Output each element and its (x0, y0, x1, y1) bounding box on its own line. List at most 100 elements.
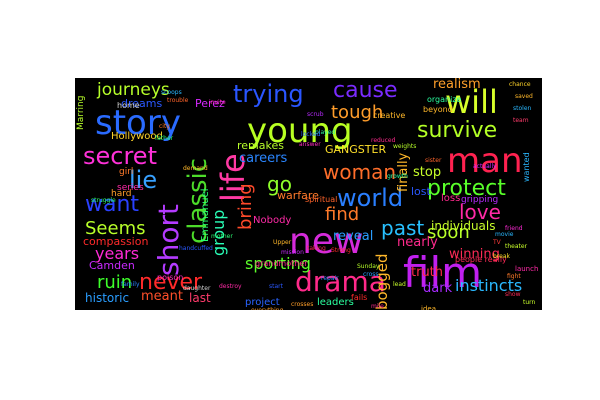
word-strong: struggle (91, 197, 116, 204)
word-nobody: Nobody (253, 215, 292, 226)
word-nearly: nearly (397, 235, 438, 250)
word-chance: start (269, 283, 283, 290)
word-organize: organize (427, 95, 462, 104)
word-spiritual: spiritual (305, 195, 338, 204)
word-tv: grandmother (255, 259, 308, 268)
word-hollywood: Hollywood (111, 131, 163, 142)
word-story: story (95, 103, 181, 143)
word-reveal: reveal (333, 229, 374, 244)
word-mother: show (505, 291, 521, 298)
word-locked: reduced (371, 137, 396, 144)
word-start: mile (371, 303, 384, 310)
word-years: years (95, 244, 140, 263)
word-instincts: instincts (455, 276, 523, 295)
word-meant: meant (141, 289, 183, 304)
word-scrub: sister (425, 157, 442, 164)
word-handcuffed: everything (251, 308, 283, 311)
word-growth: crosses (291, 301, 314, 308)
word-lost: lost (411, 185, 431, 198)
word-hard: hard (111, 189, 132, 199)
word-sunday: Strong (331, 247, 351, 254)
word-crosses: fight (507, 273, 521, 280)
word-mission: locked (301, 131, 321, 138)
word-hope: lead (393, 281, 406, 288)
word-soon: soon (427, 222, 470, 243)
word-sporting: sporting (245, 254, 311, 273)
word-answer: demand (183, 165, 208, 172)
word-want: want (85, 192, 140, 217)
word-stolen: saved (515, 93, 533, 100)
word-truth: truth (411, 265, 444, 280)
word-find: find (325, 204, 360, 225)
word-secret: secret (83, 142, 157, 170)
word-camden: Camden (89, 259, 135, 272)
word-turn: team (513, 117, 529, 124)
word-scoops: weights (393, 143, 417, 150)
word-historic: historic (85, 291, 130, 305)
word-world: world (337, 184, 404, 212)
word-man: man (447, 141, 523, 181)
word-marring: Marring (76, 95, 86, 130)
word-dark: dark (423, 281, 453, 296)
word-team: stolen (513, 105, 532, 112)
word-loss: loss (441, 193, 461, 204)
word-project: project (245, 297, 280, 308)
word-launch: launch (515, 265, 539, 273)
word-invite: played (315, 129, 336, 136)
word-break: mission (281, 249, 304, 256)
word-dreams: dreams (121, 97, 163, 110)
word-cause: cause (333, 78, 398, 103)
word-seems: Seems (85, 218, 146, 239)
word-perez: Perez (195, 97, 225, 110)
word-everything: daughter (183, 285, 211, 292)
word-city: father (155, 135, 174, 142)
word-fight: repair (321, 275, 339, 282)
word-theater: movie (495, 231, 514, 238)
word-compassion: compassion (83, 235, 149, 248)
word-home: home (117, 101, 140, 110)
word-film: film (403, 248, 483, 297)
word-destroy: Sunday (357, 263, 380, 270)
word-warfare: warfare (277, 189, 319, 202)
word-beyond: beyond (423, 105, 453, 114)
word-individuals: individuals (431, 219, 496, 233)
word-love: love (459, 200, 501, 224)
word-sister: mother (211, 233, 233, 240)
word-stop: stop (413, 165, 442, 180)
word-daughter: family (121, 281, 140, 288)
word-bogged: bogged (373, 253, 391, 311)
word-remakes: remakes (237, 139, 284, 152)
word-mile: turn (523, 299, 536, 306)
word-people-really: people really (455, 255, 507, 264)
word-gripping: gripping (461, 195, 499, 205)
word-fails: fails (351, 293, 368, 302)
word-idea: idea (421, 305, 436, 311)
word-saved: actually (473, 163, 497, 170)
word-emmanuel: Emmanuel (200, 188, 211, 242)
word-ruin: ruin (97, 272, 133, 293)
word-past: past (381, 216, 425, 240)
word-gangster: GANGSTER (325, 143, 387, 156)
word-family: city (159, 123, 170, 130)
word-girl: girl (119, 167, 134, 177)
word-drama: drama (295, 265, 386, 298)
word-last: last (189, 291, 211, 305)
word-reduced: trouble (167, 97, 189, 104)
word-weights: invite (209, 99, 226, 106)
word-father: friend (505, 225, 523, 232)
word-woman: woman (323, 160, 397, 184)
word-creative: creative (373, 111, 406, 120)
word-cross: scrub (307, 111, 324, 118)
word-short: short (152, 204, 185, 276)
word-show: chance (509, 81, 531, 88)
word-taking: Upper (273, 239, 292, 246)
word-young: young (247, 111, 353, 151)
word-tough: tough (331, 102, 384, 123)
word-leaders: leaders (317, 297, 354, 308)
word-poison: poison (157, 273, 184, 282)
word-upper: handcuffed (179, 245, 213, 252)
word-careers: careers (239, 151, 288, 166)
word-new: new (289, 221, 364, 262)
word-series: series (117, 183, 144, 193)
